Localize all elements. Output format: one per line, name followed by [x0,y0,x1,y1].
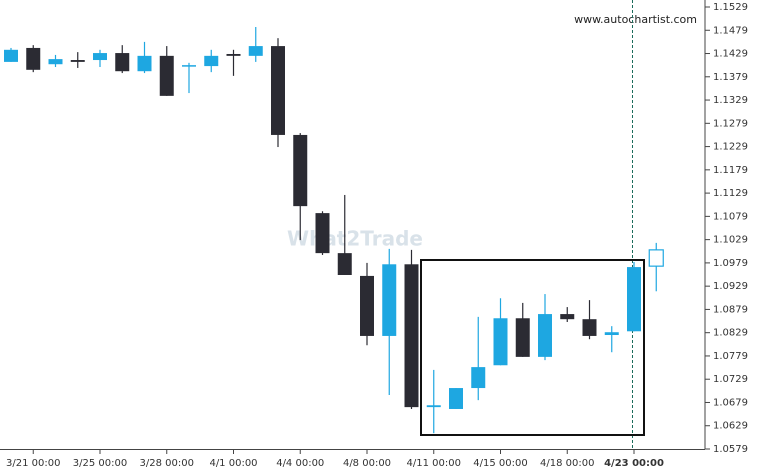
watermark: www.autochartist.com [574,13,697,26]
x-tick-label: 4/8 00:00 [343,458,391,469]
candle-body [271,46,285,135]
y-tick-label: 1.1079 [713,211,748,222]
candle-body [248,46,263,56]
candle-body [4,49,18,62]
candle-body [493,318,508,366]
x-tick-label: 4/18 00:00 [540,458,594,469]
candle-body [560,314,575,320]
y-tick-label: 1.1379 [713,72,748,83]
candle-body [315,213,330,254]
x-tick-label: 4/4 00:00 [276,458,324,469]
candle-body [538,314,552,357]
y-tick-label: 1.0929 [713,281,748,292]
candle-body [582,319,597,336]
candle-body [627,267,641,332]
candle-body [48,59,63,65]
y-tick-label: 1.1479 [713,25,748,36]
y-tick-label: 1.0579 [713,444,748,455]
y-tick-label: 1.1329 [713,95,748,106]
x-tick-label: 3/28 00:00 [140,458,194,469]
candle-body [137,55,152,72]
y-tick-label: 1.0979 [713,258,748,269]
candle-body [159,55,174,96]
candle-body [360,275,374,336]
y-tick-label: 1.0629 [713,421,748,432]
candle-body [404,264,419,408]
candle-body [337,253,352,275]
x-tick-label: 4/1 00:00 [209,458,257,469]
candle-body [293,134,308,207]
candle-body [648,249,664,267]
candle-body [449,388,463,409]
candle-body [26,47,41,70]
candle-body [226,53,241,56]
candle-body [182,65,196,67]
y-tick-label: 1.0879 [713,304,748,315]
candle-body [70,60,85,62]
candle-body [604,332,619,336]
y-tick-label: 1.1229 [713,142,748,153]
pattern-box [420,259,645,436]
y-tick-label: 1.0679 [713,397,748,408]
y-tick-label: 1.1429 [713,49,748,60]
x-tick-label: 4/11 00:00 [407,458,461,469]
candle-body [382,264,397,336]
candle-body [204,55,219,67]
x-tick-label: 4/15 00:00 [473,458,527,469]
y-tick-label: 1.0779 [713,351,748,362]
y-tick-label: 1.0729 [713,374,748,385]
y-tick-label: 1.1179 [713,165,748,176]
x-tick-label: 4/23 00:00 [604,458,664,469]
candle-body [426,405,441,408]
x-tick-label: 3/25 00:00 [73,458,127,469]
candle-body [93,53,107,61]
x-tick-label: 3/21 00:00 [6,458,60,469]
candle-body [515,318,530,357]
candle-body [115,53,130,72]
y-tick-label: 1.1029 [713,235,748,246]
y-tick-label: 1.1529 [713,2,748,13]
y-tick-label: 1.1279 [713,118,748,129]
y-tick-label: 1.1129 [713,188,748,199]
y-tick-label: 1.0829 [713,328,748,339]
candle-body [471,367,486,389]
logo-watermark: What2Trade [287,227,423,251]
